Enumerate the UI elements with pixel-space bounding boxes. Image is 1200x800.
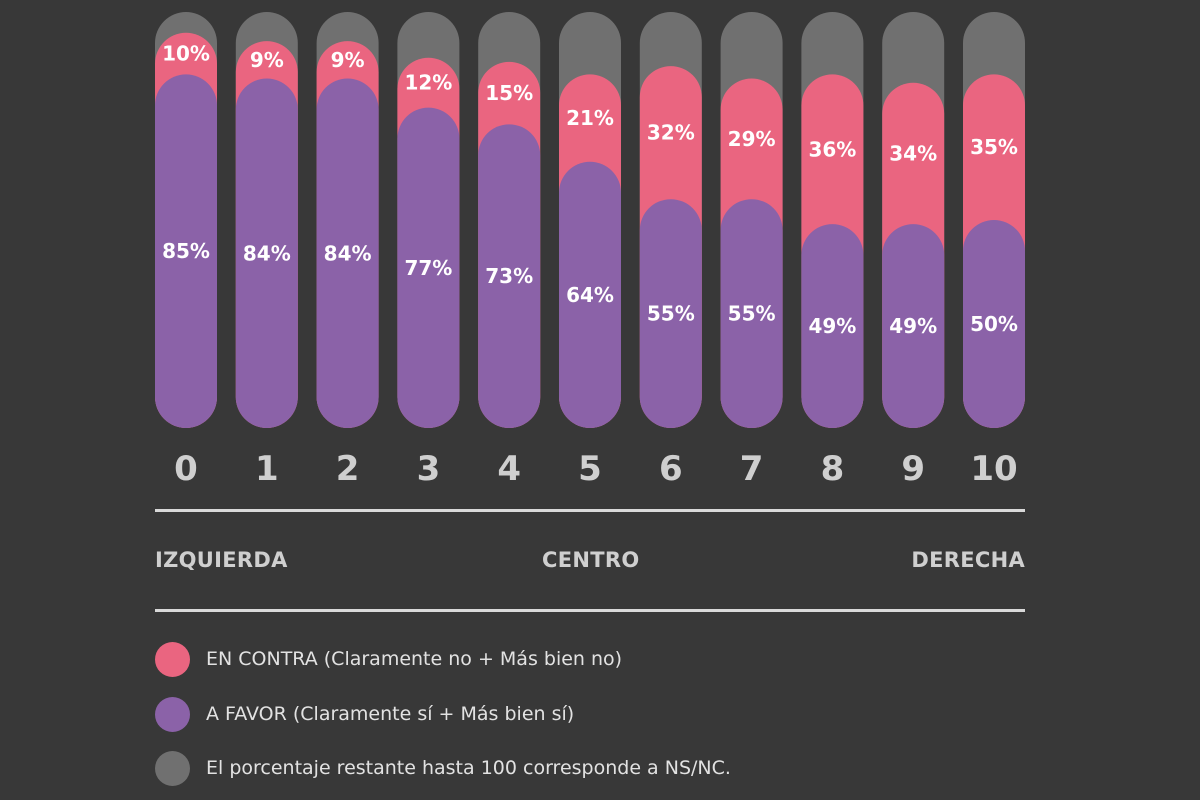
bar-group: 15% 73% 4 [478,12,541,489]
label-a-favor: 84% [324,241,372,265]
label-en-contra: 32% [647,121,695,145]
label-en-contra: 9% [250,48,284,72]
label-en-contra: 9% [331,48,365,72]
legend-item-a-favor: A FAVOR (Claramente sí + Más bien sí) [155,696,574,732]
legend-swatch-ns-nc [155,750,190,786]
bar-a-favor [720,199,783,428]
x-tick-label: 10 [970,449,1017,489]
axis-word-left: IZQUIERDA [155,548,288,572]
axis-word-center: CENTRO [542,548,640,572]
bar-group: 36% 49% 8 [801,12,864,489]
x-tick-label: 0 [174,449,198,489]
bar-a-favor [235,78,298,428]
bar-a-favor [639,199,702,428]
label-en-contra: 36% [808,137,856,161]
bar-group: 32% 55% 6 [639,12,702,489]
label-en-contra: 21% [566,106,614,130]
bar-a-favor [559,161,621,428]
x-tick-label: 9 [901,449,925,489]
bar-group: 35% 50% 10 [963,12,1025,489]
bar-group: 21% 64% 5 [559,12,621,489]
legend-item-en-contra: EN CONTRA (Claramente no + Más bien no) [155,641,622,677]
label-a-favor: 55% [647,302,695,326]
label-a-favor: 50% [970,312,1018,336]
label-en-contra: 34% [889,141,937,165]
bar-group: 9% 84% 1 [235,12,298,489]
x-tick-label: 3 [417,449,441,489]
bar-group: 12% 77% 3 [397,12,460,489]
x-tick-label: 1 [255,449,279,489]
legend-item-ns-nc: El porcentaje restante hasta 100 corresp… [155,750,731,786]
x-tick-label: 4 [497,449,521,489]
bar-group: 29% 55% 7 [720,12,783,489]
stacked-bar-chart: 10% 85% 0 9% 84% 1 9% 84% 2 12% 77% 3 15% 73% 4 21% 64% 5… [155,12,1025,489]
x-tick-label: 5 [578,449,602,489]
bar-group: 9% 84% 2 [316,12,379,489]
legend-label-ns-nc: El porcentaje restante hasta 100 corresp… [206,757,731,779]
legend-swatch-en-contra [155,641,190,677]
label-en-contra: 35% [970,135,1018,159]
axis-top-rule [155,509,1025,512]
x-tick-label: 8 [821,449,845,489]
label-en-contra: 29% [728,127,776,151]
label-a-favor: 84% [243,241,291,265]
label-a-favor: 49% [808,314,856,338]
legend-swatch-a-favor [155,696,190,732]
bar-a-favor [155,74,217,429]
bar-a-favor [478,124,541,428]
bar-a-favor [316,78,379,428]
x-tick-label: 2 [336,449,360,489]
label-en-contra: 12% [404,71,452,95]
legend-label-en-contra: EN CONTRA (Claramente no + Más bien no) [206,648,623,670]
x-tick-label: 6 [659,449,683,489]
x-tick-label: 7 [740,449,764,489]
label-a-favor: 64% [566,283,614,307]
bar-a-favor [397,107,460,429]
bar-group: 10% 85% 0 [155,12,217,489]
label-a-favor: 77% [404,256,452,280]
label-a-favor: 73% [485,264,533,288]
axis-bottom-rule [155,609,1025,612]
label-en-contra: 15% [485,81,533,105]
label-a-favor: 49% [889,314,937,338]
bar-a-favor [963,220,1025,428]
axis-word-right: DERECHA [911,548,1025,572]
label-a-favor: 85% [162,239,210,263]
bar-group: 34% 49% 9 [882,12,945,489]
legend-label-a-favor: A FAVOR (Claramente sí + Más bien sí) [206,703,575,725]
label-a-favor: 55% [728,302,776,326]
bar-a-favor [882,224,945,428]
bar-a-favor [801,224,864,428]
label-en-contra: 10% [162,42,210,66]
